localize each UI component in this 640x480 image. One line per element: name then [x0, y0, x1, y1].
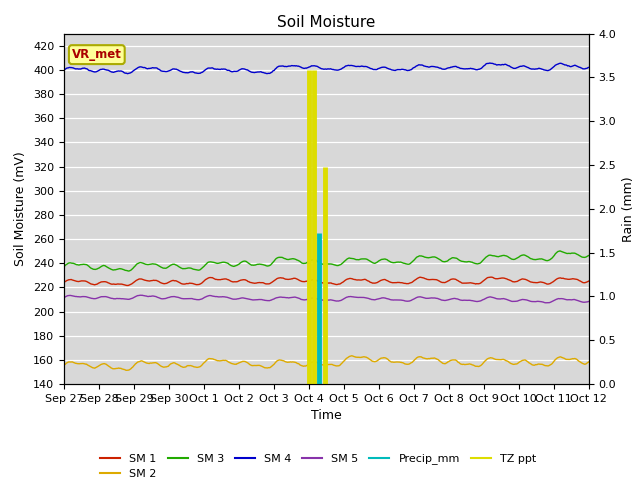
SM 1 [60, 279, 68, 285]
SM 3 [391, 260, 399, 265]
SM 3 [124, 268, 131, 274]
Text: VR_met: VR_met [72, 48, 122, 61]
SM 3 [124, 268, 132, 274]
SM 5 [60, 295, 68, 300]
SM 4 [585, 64, 593, 70]
SM 5 [70, 293, 77, 299]
SM 1 [70, 277, 77, 283]
SM 1 [585, 278, 593, 284]
SM 4 [124, 71, 131, 76]
SM 2 [407, 360, 415, 366]
SM 1 [124, 283, 132, 288]
SM 4 [60, 67, 68, 73]
SM 5 [205, 293, 213, 299]
Line: SM 2: SM 2 [64, 356, 589, 370]
SM 3 [406, 261, 414, 266]
Y-axis label: Soil Moisture (mV): Soil Moisture (mV) [15, 151, 28, 266]
X-axis label: Time: Time [311, 409, 342, 422]
SM 5 [585, 299, 593, 304]
SM 3 [60, 264, 68, 270]
SM 3 [178, 265, 186, 271]
SM 1 [488, 274, 495, 280]
SM 2 [124, 367, 132, 373]
SM 4 [124, 71, 132, 76]
SM 5 [137, 292, 145, 298]
Line: SM 4: SM 4 [64, 63, 589, 73]
SM 2 [178, 364, 186, 370]
SM 5 [178, 296, 186, 301]
SM 2 [122, 367, 130, 373]
SM 2 [348, 353, 355, 359]
SM 1 [178, 281, 186, 287]
SM 2 [205, 356, 213, 361]
SM 5 [543, 300, 550, 306]
Title: Soil Moisture: Soil Moisture [277, 15, 376, 30]
Line: SM 5: SM 5 [64, 295, 589, 303]
SM 4 [205, 65, 213, 71]
SM 1 [205, 275, 213, 280]
SM 3 [556, 248, 563, 254]
SM 1 [391, 280, 399, 286]
SM 5 [124, 296, 131, 302]
SM 4 [406, 67, 414, 73]
SM 2 [60, 362, 68, 368]
SM 2 [70, 360, 77, 365]
SM 3 [585, 252, 593, 258]
SM 4 [178, 69, 186, 74]
SM 3 [70, 261, 77, 266]
SM 2 [392, 359, 399, 365]
Line: SM 1: SM 1 [64, 277, 589, 286]
Y-axis label: Rain (mm): Rain (mm) [622, 176, 635, 241]
SM 2 [585, 359, 593, 365]
Line: SM 3: SM 3 [64, 251, 589, 271]
SM 1 [406, 280, 414, 286]
SM 5 [406, 298, 414, 304]
SM 5 [391, 297, 399, 303]
Legend: SM 1, SM 2, SM 3, SM 4, SM 5, Precip_mm, TZ ppt: SM 1, SM 2, SM 3, SM 4, SM 5, Precip_mm,… [96, 449, 540, 480]
SM 3 [205, 259, 213, 265]
SM 4 [70, 65, 77, 71]
SM 4 [391, 68, 399, 73]
SM 4 [486, 60, 493, 66]
SM 1 [124, 283, 131, 288]
